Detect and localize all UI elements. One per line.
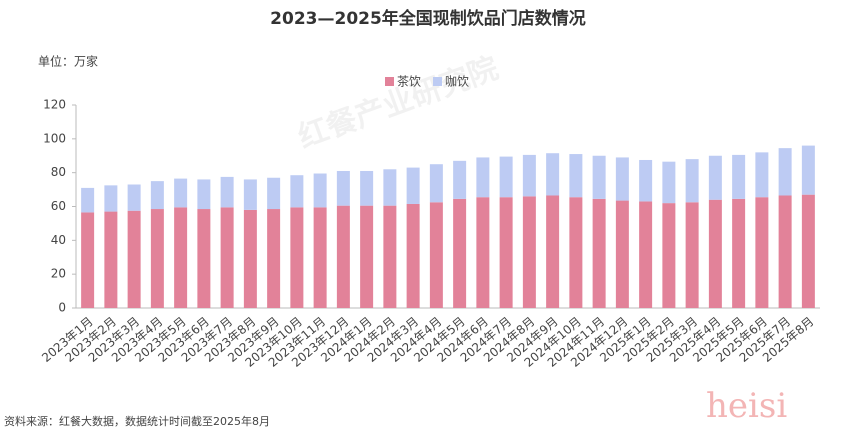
bar-segment: [104, 185, 118, 212]
y-tick-label: 120: [43, 98, 66, 112]
source-note: 资料来源：红餐大数据，数据统计时间截至2025年8月: [4, 414, 270, 428]
bar-segment: [685, 159, 699, 203]
bar-segment: [615, 157, 629, 201]
bar-segment: [476, 197, 490, 308]
bar-segment: [522, 196, 536, 308]
bar-segment: [406, 167, 420, 204]
bar-segment: [732, 198, 746, 308]
bar-segment: [174, 178, 188, 208]
bar-segment: [755, 197, 769, 308]
bar-segment: [592, 198, 606, 308]
bar-segment: [499, 197, 513, 308]
bar-segment: [336, 205, 350, 308]
bar-segment: [453, 160, 467, 199]
y-tick-label: 40: [51, 233, 66, 247]
bar-segment: [360, 170, 374, 206]
bar-segment: [639, 159, 653, 202]
bar-segment: [755, 152, 769, 198]
bar-segment: [127, 210, 141, 308]
bar-segment: [383, 169, 397, 206]
bar-segment: [685, 202, 699, 308]
bar-segment: [360, 205, 374, 308]
bar-segment: [546, 153, 560, 196]
bar-segment: [801, 145, 815, 195]
chart-title: 2023—2025年全国现制饮品门店数情况: [270, 8, 586, 29]
bar-segment: [406, 203, 420, 308]
bar-segment: [290, 175, 304, 208]
y-tick-label: 80: [51, 165, 66, 179]
legend-label: 茶饮: [397, 74, 421, 89]
bar-segment: [708, 155, 722, 200]
bar-segment: [197, 209, 211, 308]
bar-segment: [150, 181, 164, 210]
bar-segment: [453, 198, 467, 308]
bar-segment: [499, 156, 513, 198]
y-tick-label: 20: [51, 267, 66, 281]
legend-label: 咖饮: [445, 74, 469, 89]
bar-segment: [243, 209, 257, 308]
bar-segment: [336, 170, 350, 206]
bar-segment: [708, 199, 722, 308]
bar-segment: [220, 207, 234, 308]
bar-segment: [429, 202, 443, 308]
bar-segment: [592, 155, 606, 199]
bar-segment: [127, 184, 141, 211]
bar-segment: [429, 164, 443, 203]
corner-mark: heisi: [706, 386, 787, 426]
watermark: 红餐产业研究院: [294, 51, 503, 156]
y-tick-label: 60: [51, 199, 66, 213]
bar-segment: [81, 187, 95, 213]
bar-segment: [104, 211, 118, 308]
bar-segment: [801, 194, 815, 308]
bar-segment: [615, 200, 629, 308]
bar-segment: [267, 209, 281, 308]
bar-segment: [150, 209, 164, 308]
bar-segment: [639, 201, 653, 308]
bar-segment: [383, 205, 397, 308]
bar-segment: [220, 176, 234, 208]
bar-segment: [243, 179, 257, 210]
legend-swatch: [433, 77, 442, 86]
bar-segment: [569, 154, 583, 198]
bar-segment: [546, 195, 560, 308]
legend-swatch: [385, 77, 394, 86]
bar-segment: [778, 195, 792, 308]
bar-segment: [476, 157, 490, 198]
bar-segment: [174, 207, 188, 308]
unit-label: 单位：万家: [38, 54, 98, 69]
y-tick-label: 0: [58, 301, 66, 315]
bar-segment: [732, 154, 746, 199]
bar-segment: [778, 148, 792, 196]
bar-segment: [290, 207, 304, 308]
y-tick-label: 100: [43, 131, 66, 145]
bar-segment: [313, 207, 327, 308]
bar-segment: [267, 177, 281, 210]
bar-segment: [197, 179, 211, 210]
bar-segment: [81, 212, 95, 308]
bar-segment: [569, 197, 583, 308]
bar-segment: [313, 173, 327, 208]
bar-segment: [662, 203, 676, 308]
bar-segment: [662, 161, 676, 204]
bar-segment: [522, 154, 536, 197]
